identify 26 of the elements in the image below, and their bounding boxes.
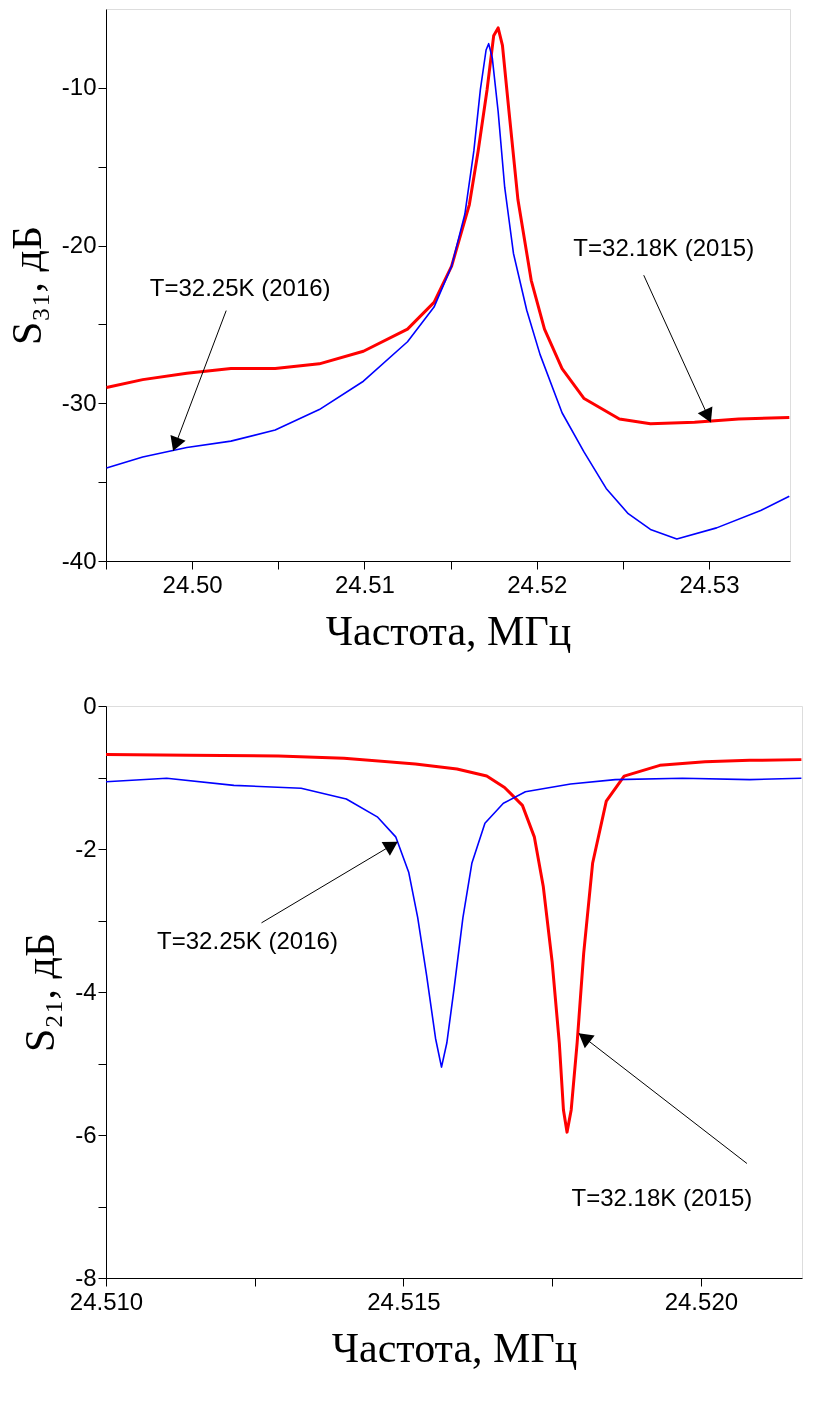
x-tick-label: 24.53 bbox=[679, 570, 740, 598]
y-tick-label: -20 bbox=[61, 231, 97, 259]
line-series bbox=[104, 753, 803, 1134]
y-tick-label: 0 bbox=[83, 691, 97, 719]
line-series bbox=[105, 777, 803, 1068]
x-tick-label: 24.520 bbox=[664, 1287, 739, 1315]
y-tick-label: -10 bbox=[61, 73, 97, 101]
y-tick-label: -4 bbox=[75, 977, 97, 1005]
x-axis-title: Частота, МГц bbox=[331, 1324, 578, 1371]
y-tick-label: -40 bbox=[61, 546, 97, 574]
x-tick-label: 24.51 bbox=[334, 570, 395, 598]
line-series bbox=[105, 42, 791, 540]
x-tick-label: 24.515 bbox=[367, 1287, 441, 1315]
y-axis-title: S₃₁, дБ bbox=[3, 225, 50, 346]
annotation: T=32.18K (2015) bbox=[573, 234, 755, 262]
annotation: T=32.25K (2016) bbox=[157, 926, 338, 954]
line-series bbox=[105, 26, 791, 426]
x-tick-label: 24.52 bbox=[507, 570, 568, 598]
x-axis-title: Частота, МГц bbox=[325, 607, 572, 654]
x-tick-label: 24.50 bbox=[162, 570, 223, 598]
y-tick-label: -30 bbox=[61, 388, 97, 416]
y-tick-label: -6 bbox=[75, 1120, 97, 1148]
y-axis-title: S₂₁, дБ bbox=[17, 932, 64, 1053]
y-tick-label: -2 bbox=[75, 834, 97, 862]
annotation: T=32.18K (2015) bbox=[571, 1184, 753, 1212]
annotation: T=32.25K (2016) bbox=[149, 273, 331, 301]
